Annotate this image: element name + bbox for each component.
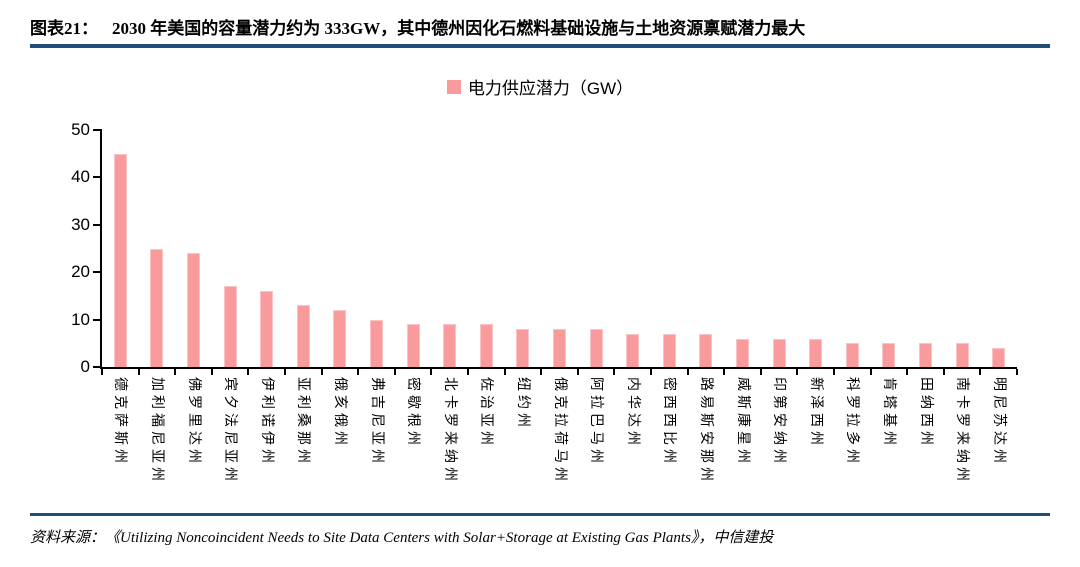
x-axis-category-label: 南卡罗来纳州: [955, 377, 972, 485]
bar: [443, 324, 457, 367]
x-axis-category-label: 德克萨斯州: [113, 377, 130, 467]
bar: [370, 319, 383, 367]
x-axis-tick: [357, 369, 360, 375]
x-axis-category-label: 路易斯安那州: [698, 377, 715, 485]
y-axis-tick-label: 30: [71, 214, 90, 234]
legend-label: 电力供应潜力（GW）: [467, 79, 634, 98]
x-axis-category-label: 俄克拉荷马州: [552, 377, 569, 485]
x-axis-tick: [210, 369, 213, 375]
bar: [955, 343, 969, 367]
bar: [919, 343, 932, 367]
legend-swatch-icon: [446, 79, 461, 94]
x-axis-category-label: 印第安纳州: [772, 377, 789, 467]
x-axis-category-label: 宾夕法尼亚州: [223, 377, 240, 485]
x-axis-category-label: 俄亥俄州: [332, 377, 349, 449]
x-axis-category-label: 阿拉巴马州: [589, 377, 606, 467]
x-axis-category-label: 伊利诺伊州: [259, 377, 276, 467]
x-axis-tick: [101, 369, 103, 375]
source-text: 资料来源：《Utilizing Noncoincident Needs to S…: [30, 530, 774, 546]
figure-title-row: 图表21： 2030 年美国的容量潜力约为 333GW，其中德州因化石燃料基础设施…: [30, 14, 1050, 39]
x-axis-tick: [467, 369, 469, 375]
bar: [626, 333, 640, 367]
bar: [553, 329, 566, 367]
bar: [662, 333, 676, 367]
x-axis-category-label: 内华达州: [625, 377, 642, 449]
chart-legend: 电力供应潜力（GW）: [0, 74, 1080, 99]
x-axis-tick: [1016, 369, 1018, 375]
bar: [736, 338, 749, 367]
bar: [589, 329, 603, 367]
x-axis-tick: [284, 369, 286, 375]
bottom-divider: [30, 513, 1050, 516]
y-axis-tick-label: 0: [80, 357, 90, 376]
y-axis-tick: [93, 129, 102, 131]
x-axis-category-label: 北卡罗来纳州: [442, 377, 459, 485]
bar: [150, 248, 164, 367]
x-axis-category-label: 密歇根州: [406, 377, 423, 449]
x-axis-category-label: 科罗拉多州: [845, 377, 862, 467]
bar: [772, 338, 786, 367]
x-axis-tick: [430, 369, 433, 375]
x-axis-tick: [613, 369, 616, 375]
bar: [992, 348, 1006, 367]
figure-title: 2030 年美国的容量潜力约为 333GW，其中德州因化石燃料基础设施与土地资源…: [112, 19, 806, 38]
x-axis-category-label: 新泽西州: [808, 377, 825, 449]
bar: [223, 286, 237, 367]
bar: [845, 343, 859, 367]
x-axis-category-label: 田纳西州: [918, 377, 935, 449]
x-axis-tick: [137, 369, 140, 375]
y-axis-tick-label: 20: [71, 262, 90, 282]
x-axis-tick: [979, 369, 982, 375]
title-divider: [30, 44, 1050, 48]
x-axis-tick: [869, 369, 872, 375]
bar: [479, 324, 493, 367]
bar: [260, 291, 274, 367]
x-axis-tick: [796, 369, 799, 375]
x-axis-tick: [320, 369, 323, 375]
bar: [516, 329, 530, 367]
bar: [406, 324, 420, 367]
bar: [882, 343, 896, 367]
bar: [113, 153, 127, 367]
x-axis-category-label: 佛罗里达州: [186, 377, 203, 467]
x-axis-tick: [906, 369, 909, 375]
bar: [699, 333, 713, 367]
x-axis-tick: [576, 369, 579, 375]
x-axis-tick: [759, 369, 762, 375]
y-axis-tick-label: 40: [71, 167, 90, 187]
y-axis-tick: [93, 176, 102, 179]
x-axis-category-label: 纽约州: [515, 377, 532, 431]
x-axis-tick: [503, 369, 506, 375]
bar: [187, 253, 200, 367]
y-axis-tick: [93, 366, 102, 368]
bar: [333, 310, 347, 367]
x-axis-tick: [723, 369, 726, 375]
figure-label: 图表21：: [30, 19, 98, 38]
x-axis-category-label: 弗吉尼亚州: [369, 377, 386, 467]
x-axis-tick: [686, 369, 689, 375]
x-axis-category-label: 佐治亚州: [479, 377, 496, 449]
x-axis-category-label: 密西西比州: [662, 377, 679, 467]
y-axis-tick: [93, 318, 102, 321]
x-axis-tick: [833, 369, 835, 375]
y-axis-tick: [93, 223, 102, 226]
x-axis-category-label: 威斯康星州: [735, 377, 752, 467]
x-axis-tick: [650, 369, 652, 375]
y-axis-tick-label: 10: [71, 309, 90, 329]
y-axis-tick: [93, 271, 102, 274]
x-axis-category-label: 明尼苏达州: [991, 377, 1008, 467]
x-axis-category-label: 加利福尼亚州: [149, 377, 166, 485]
x-axis-tick: [942, 369, 945, 375]
bar: [296, 305, 310, 367]
y-axis-tick-label: 50: [71, 120, 90, 139]
x-axis-tick: [247, 369, 250, 375]
x-axis-category-label: 肯塔基州: [881, 377, 898, 449]
x-axis-tick: [174, 369, 177, 375]
x-axis-category-label: 亚利桑那州: [296, 377, 313, 467]
bar-chart-plot-area: 0 10 20 30 40 50 德克萨斯州 加利福尼亚州 佛罗里达州 宾夕法尼亚州 伊利诺伊州 亚利…: [71, 120, 1018, 485]
x-axis-tick: [393, 369, 396, 375]
bar: [809, 338, 823, 367]
x-axis-tick: [540, 369, 543, 375]
